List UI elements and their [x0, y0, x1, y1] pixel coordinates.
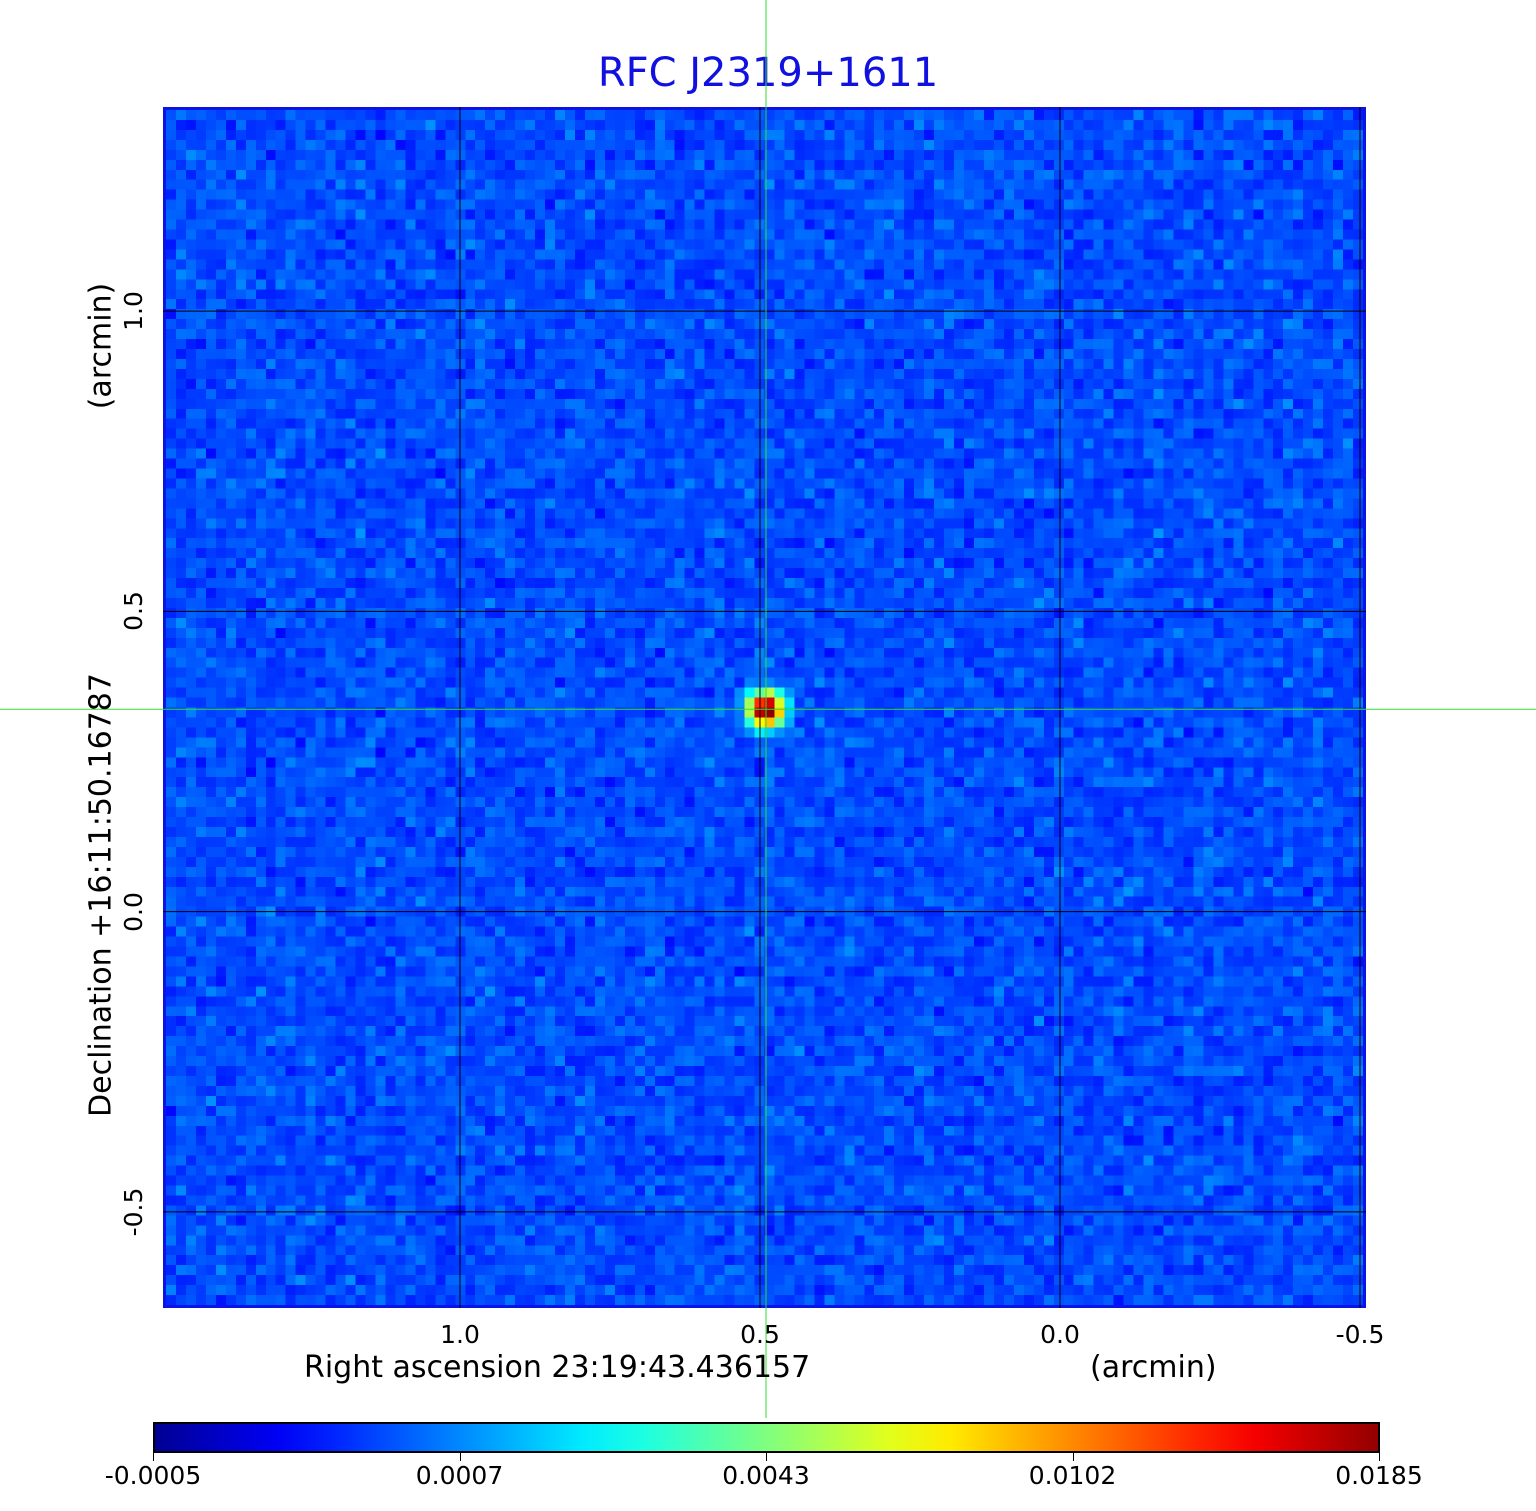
- colorbar-tick-mark: [153, 1453, 154, 1461]
- colorbar-tick-mark: [766, 1453, 767, 1461]
- colorbar-tick-label: 0.0007: [415, 1461, 504, 1490]
- y-tick-label: 0.0: [119, 891, 148, 932]
- x-axis-label: Right ascension 23:19:43.436157: [304, 1350, 811, 1385]
- grid-overlay: [163, 107, 1366, 1308]
- y-tick-label: -0.5: [119, 1187, 148, 1237]
- x-tick-label: 0.5: [740, 1320, 780, 1349]
- colorbar-tick-mark: [1072, 1453, 1074, 1461]
- colorbar: [153, 1422, 1380, 1453]
- colorbar-tick-label: -0.0005: [104, 1461, 202, 1490]
- colorbar-tick-label: 0.0185: [1335, 1461, 1423, 1490]
- x-tick-label: 1.0: [440, 1320, 480, 1349]
- plot-area: [163, 107, 1366, 1308]
- y-tick-label: 1.0: [119, 291, 148, 332]
- colorbar-tick-label: 0.0102: [1028, 1461, 1117, 1490]
- y-tick-label: 0.5: [119, 591, 148, 632]
- x-axis-unit: (arcmin): [1090, 1350, 1217, 1385]
- chart-title: RFC J2319+1611: [597, 50, 939, 96]
- colorbar-tick-mark: [1379, 1453, 1380, 1461]
- y-axis-unit: (arcmin): [83, 282, 119, 410]
- x-tick-label: 0.0: [1040, 1320, 1080, 1349]
- colorbar-tick-mark: [459, 1453, 461, 1461]
- x-tick-label: -0.5: [1335, 1320, 1385, 1349]
- heatmap-image: [166, 110, 1363, 1305]
- y-axis-label: Declination +16:11:50.16787: [83, 673, 119, 1117]
- colorbar-tick-label: 0.0043: [722, 1461, 810, 1490]
